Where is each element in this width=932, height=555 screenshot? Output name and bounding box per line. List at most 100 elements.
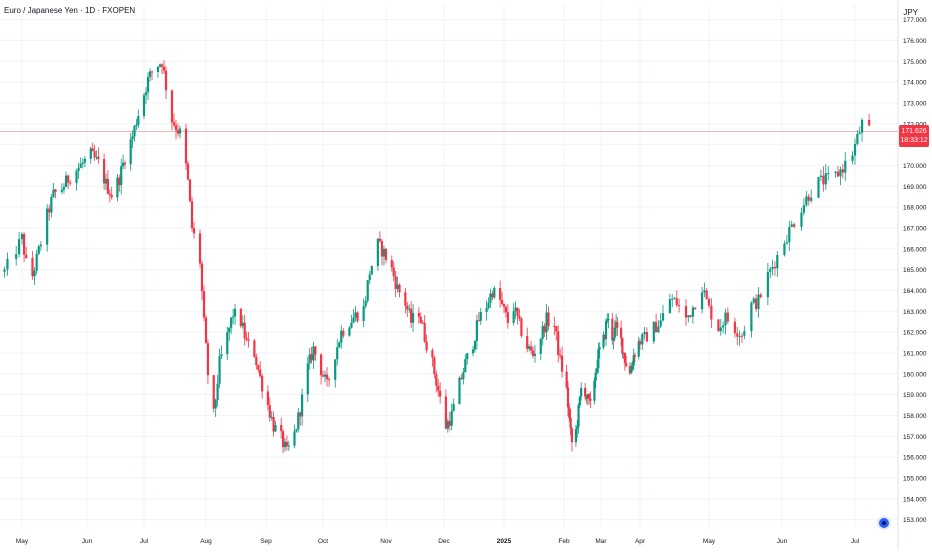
candle-body: [543, 325, 546, 333]
candle-body: [722, 325, 725, 328]
candle-body: [565, 371, 568, 388]
candle-body: [612, 337, 615, 341]
candle-body: [570, 428, 574, 443]
candle-body: [462, 372, 465, 380]
candle-body: [520, 318, 523, 336]
candle-body: [460, 377, 463, 380]
candle-body: [736, 333, 739, 337]
candle-body: [60, 189, 63, 192]
candle-body: [257, 365, 260, 370]
candle-body: [471, 349, 475, 354]
candle-body: [717, 319, 720, 332]
candle-body: [230, 317, 233, 328]
y-tick-label: 173.000: [903, 100, 927, 107]
candle-body: [243, 322, 246, 339]
candle-body: [233, 308, 237, 317]
candle-body: [661, 313, 665, 321]
candle-body: [135, 125, 138, 127]
candle-body: [17, 239, 21, 255]
candle-body: [268, 405, 271, 418]
candle-body: [280, 425, 283, 432]
candle-body: [218, 356, 221, 384]
candle-body: [839, 169, 842, 177]
candle-body: [750, 302, 753, 332]
candle-body: [684, 306, 688, 318]
candle-body: [340, 330, 343, 343]
candle-body: [362, 306, 365, 322]
candle-body: [856, 133, 859, 144]
candle-body: [710, 305, 713, 320]
candle-body: [408, 308, 411, 310]
candle-body: [577, 405, 580, 427]
candle-body: [687, 315, 690, 318]
candle-body: [500, 299, 504, 305]
candle-body: [657, 326, 660, 333]
candle-body: [116, 177, 119, 198]
x-tick-label: 2025: [497, 538, 512, 545]
candle-body: [819, 175, 823, 177]
candle-body: [585, 396, 588, 399]
candle-body: [757, 294, 760, 309]
candle-body: [297, 412, 300, 430]
candle-body: [417, 313, 420, 317]
candle-body: [487, 302, 490, 308]
candle-body: [83, 158, 87, 163]
candle-body: [190, 201, 194, 229]
candle-body: [518, 316, 521, 319]
candle-body: [172, 122, 176, 126]
candle-body: [643, 332, 646, 335]
candle-body: [75, 170, 78, 184]
candle-body: [805, 196, 808, 206]
candle-body: [491, 293, 494, 298]
candle-body: [380, 241, 384, 257]
candle-body: [77, 167, 80, 171]
candle-body: [625, 363, 628, 367]
last-price-badge: 171.626 18:33:12: [899, 125, 929, 147]
candle-body: [541, 325, 544, 339]
y-tick-label: 155.000: [903, 475, 927, 482]
candle-body: [327, 379, 331, 381]
candle-body: [607, 318, 610, 320]
candle-body: [574, 429, 577, 443]
candle-body: [868, 119, 871, 126]
candle-body: [198, 233, 202, 264]
candle-body: [458, 377, 461, 405]
candle-body: [370, 266, 373, 275]
candle-body: [512, 311, 515, 323]
candle-body: [206, 343, 210, 376]
candle-body: [477, 320, 480, 322]
candle-body: [439, 390, 442, 397]
candle-body: [594, 372, 597, 381]
candle-body: [593, 380, 596, 401]
y-tick-label: 157.000: [903, 434, 927, 441]
candle-body: [545, 312, 548, 333]
symbol-title[interactable]: Euro / Japanese Yen · 1D · FXOPEN: [4, 6, 136, 15]
candle-body: [504, 306, 508, 313]
candle-body: [410, 308, 413, 323]
x-tick-label: Oct: [318, 538, 328, 545]
candle-body: [514, 307, 517, 312]
candle-body: [110, 194, 113, 198]
candle-body: [802, 205, 805, 213]
x-tick-label: Mar: [595, 538, 607, 545]
y-tick-label: 172.000: [903, 121, 927, 128]
candle-body: [142, 95, 146, 116]
x-tick-label: Jun: [82, 538, 93, 545]
candle-body: [631, 365, 634, 370]
candle-body: [506, 312, 509, 323]
candle-body: [790, 224, 793, 227]
candle-body: [79, 163, 82, 168]
candle-body: [613, 327, 616, 338]
candle-body: [91, 148, 94, 152]
candle-body: [807, 196, 810, 201]
candle-body: [122, 162, 125, 167]
y-tick-label: 169.000: [903, 184, 927, 191]
price-axis[interactable]: 153.000 154.000 155.000 156.000 157.000 158.0…: [897, 0, 927, 550]
time-axis[interactable]: May Jun Jul Aug Sep Oct Nov Dec 2025 Feb Mar Apr May…: [16, 538, 860, 545]
candle-body: [705, 290, 708, 299]
tradingview-logo-icon[interactable]: [877, 516, 891, 530]
candle-body: [604, 320, 608, 339]
candle-body: [464, 359, 467, 373]
